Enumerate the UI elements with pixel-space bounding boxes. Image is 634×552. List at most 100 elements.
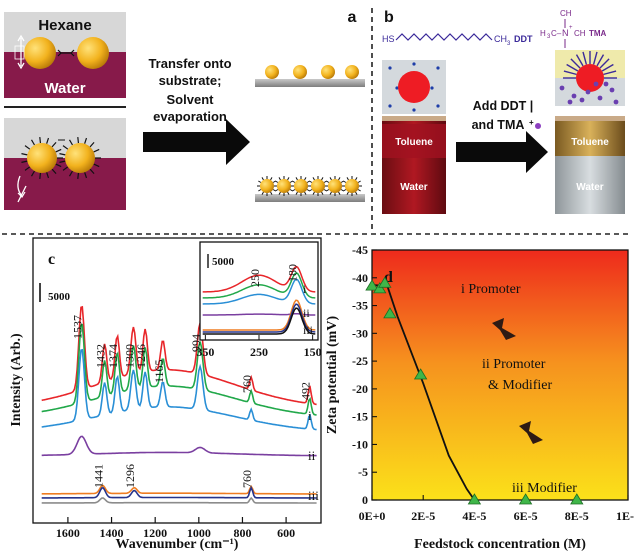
inset-series-label: ii bbox=[303, 306, 310, 320]
ligand-strand bbox=[30, 139, 36, 146]
ligand-strand bbox=[270, 191, 273, 195]
vial-rim bbox=[555, 116, 625, 121]
panel-d-plot-area bbox=[371, 249, 629, 501]
gold-nanoparticle bbox=[77, 37, 109, 69]
series-label: ii bbox=[308, 448, 316, 463]
ligand-strand bbox=[77, 172, 80, 179]
substrate bbox=[255, 194, 365, 202]
ligand-strand bbox=[59, 160, 66, 163]
y-tick-label: -15 bbox=[352, 410, 368, 424]
ligand-strand bbox=[46, 172, 50, 179]
y-tick-label: -20 bbox=[352, 382, 368, 396]
y-tick-label: -45 bbox=[352, 243, 368, 257]
data-point bbox=[518, 493, 533, 505]
tma-subscript: 3 bbox=[547, 34, 551, 40]
spectrum-line bbox=[41, 435, 317, 457]
annotation-modifier: iii Modifier bbox=[512, 481, 577, 496]
x-tick-label: 2E-5 bbox=[411, 509, 435, 523]
toluene-phase-right bbox=[555, 120, 625, 156]
x-tick-label: 8E-5 bbox=[565, 509, 589, 523]
ligand-strand bbox=[24, 166, 31, 171]
ligand-strand bbox=[21, 153, 28, 156]
panel-b-label: b bbox=[384, 9, 394, 26]
ligand-strand bbox=[287, 177, 290, 181]
series-label: iii bbox=[308, 488, 319, 503]
substrate bbox=[255, 79, 365, 87]
hexane-layer-2 bbox=[4, 118, 126, 158]
deposited-ligand-particles bbox=[257, 176, 362, 196]
tma-ion bbox=[613, 99, 619, 105]
ion-dot bbox=[388, 66, 392, 70]
ligand-strand bbox=[68, 170, 74, 177]
inset-spectrum-line bbox=[202, 307, 316, 335]
ligand-strand bbox=[312, 177, 315, 181]
panel-a: Hexane Water Transfer onto substrate; So… bbox=[4, 9, 365, 210]
x-tick-label: 1400 bbox=[100, 526, 124, 540]
gold-nanoparticle bbox=[24, 37, 56, 69]
annotation-promoter-modifier-1: ii Promoter bbox=[482, 357, 546, 372]
ligand-strand bbox=[292, 180, 296, 183]
ligand-strand bbox=[62, 166, 69, 171]
ligand-strand bbox=[355, 177, 358, 181]
ligand-strand bbox=[21, 160, 28, 163]
tma-ions bbox=[559, 81, 619, 105]
ligand-strand bbox=[55, 163, 62, 168]
panel-c-raman-spectra: c Intensity (Arb.) Wavenumber (cm⁻¹) 500… bbox=[9, 237, 322, 552]
ligand-strand bbox=[343, 180, 347, 183]
peak-label: 492 bbox=[299, 382, 313, 400]
ddt-strand bbox=[582, 51, 588, 65]
gold-nanoparticle bbox=[328, 179, 342, 193]
panel-d-zeta-potential: d Zeta potential (mV) Feedstock concentr… bbox=[325, 243, 634, 552]
gold-nanoparticle bbox=[345, 179, 359, 193]
x-tick-label: 6E-5 bbox=[514, 509, 538, 523]
attraction-arrow-heads bbox=[57, 49, 75, 57]
ligand-strand bbox=[68, 139, 74, 146]
ligand-strand bbox=[24, 145, 31, 150]
ion-dot bbox=[395, 86, 399, 90]
ion-dot bbox=[430, 86, 434, 90]
ligand-strand bbox=[329, 177, 332, 181]
reagent-text-line: and TMA bbox=[472, 118, 525, 132]
ddt-strand bbox=[566, 63, 579, 72]
water-label-left: Water bbox=[400, 182, 428, 193]
ligand-strand bbox=[275, 189, 279, 192]
data-point bbox=[365, 279, 379, 291]
data-point bbox=[570, 493, 584, 505]
ligand-strand bbox=[258, 189, 262, 192]
water-label-right: Water bbox=[576, 182, 604, 193]
ligand-strand bbox=[275, 180, 279, 183]
toluene-phase-left bbox=[382, 124, 446, 158]
down-arrow-icon bbox=[519, 421, 543, 444]
panel-d-xlabel: Feedstock concentration (M) bbox=[414, 537, 586, 552]
y-tick-label: -40 bbox=[352, 271, 368, 285]
inset-series bbox=[202, 265, 316, 335]
nanoparticle-red bbox=[576, 64, 604, 92]
tma-ion bbox=[567, 99, 573, 105]
ligand-strand bbox=[321, 191, 324, 195]
data-point bbox=[413, 368, 428, 380]
gold-nanoparticle bbox=[65, 143, 95, 173]
data-point bbox=[467, 493, 482, 505]
x-tick-label: 800 bbox=[233, 526, 251, 540]
gold-nanoparticle bbox=[294, 179, 308, 193]
spectrum-line bbox=[41, 323, 317, 416]
inset-peak-label: 250 bbox=[248, 269, 262, 287]
gold-nanoparticle bbox=[260, 179, 274, 193]
ligand-strand bbox=[55, 148, 62, 153]
ion-dot bbox=[388, 104, 392, 108]
peak-label: 1537 bbox=[71, 315, 85, 339]
peak-label: 1165 bbox=[152, 359, 166, 383]
panel-d-points bbox=[365, 276, 584, 505]
counter-ions bbox=[388, 62, 440, 112]
peak-label: 1374 bbox=[106, 344, 120, 368]
panel-c-x-ticks: 1600 1400 1200 1000 800 600 bbox=[56, 517, 295, 540]
tma-ion bbox=[579, 97, 585, 103]
inset-series-label: i bbox=[303, 282, 307, 296]
ddt-subscript: 3 bbox=[507, 41, 511, 47]
gold-nanoparticle bbox=[311, 179, 325, 193]
ddt-strand bbox=[592, 51, 598, 65]
inset-series-label: iii bbox=[303, 323, 314, 337]
tma-ion bbox=[593, 81, 599, 87]
